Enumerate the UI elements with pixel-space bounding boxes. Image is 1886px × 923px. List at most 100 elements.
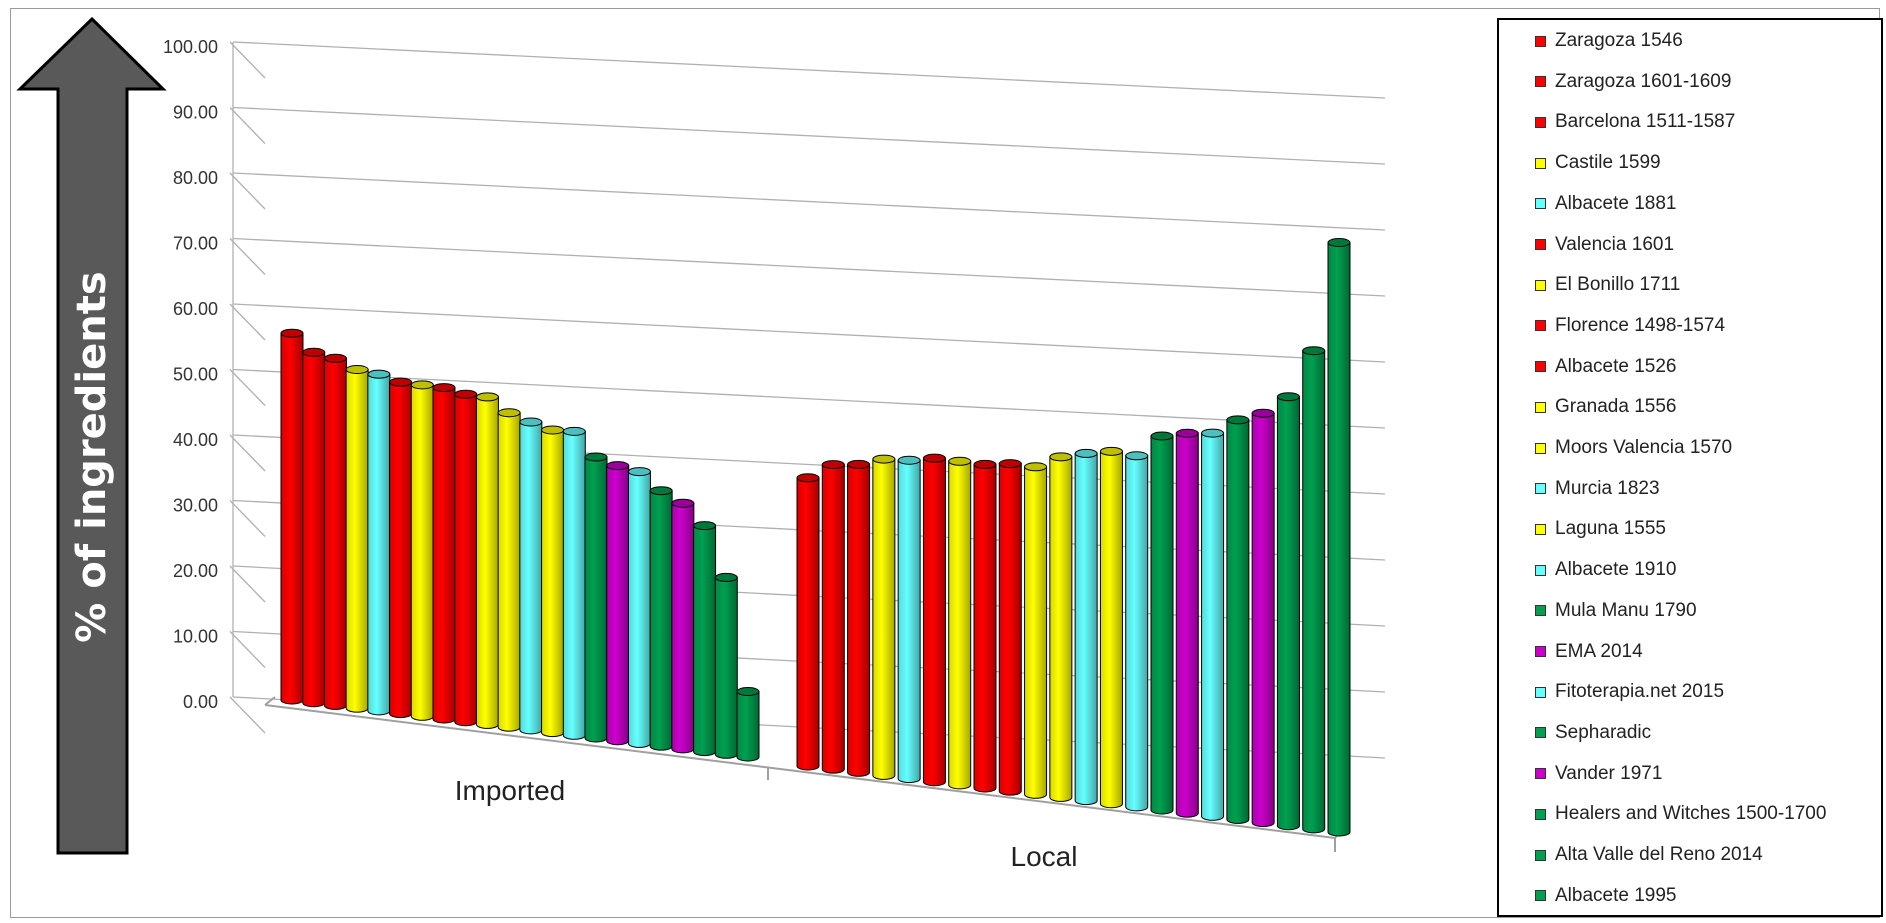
bar-local-14 — [1125, 451, 1149, 812]
bar-body — [649, 490, 673, 751]
bar-imported-14 — [562, 426, 586, 740]
bar-imported-17 — [627, 467, 651, 748]
bar-body — [1150, 435, 1174, 815]
legend-label: Alta Valle del Reno 2014 — [1555, 844, 1763, 865]
bar-imported-10 — [475, 392, 499, 729]
legend-swatch — [1535, 849, 1546, 861]
bar-imported-13 — [541, 425, 565, 738]
bar-body — [562, 430, 586, 740]
y-axis-arrow — [16, 16, 167, 855]
side-gridline — [229, 41, 266, 79]
bar-top — [454, 389, 478, 399]
bar-body — [389, 381, 413, 719]
legend-swatch — [1535, 564, 1546, 576]
y-tick-label: 30.00 — [173, 496, 218, 516]
bar-top — [562, 426, 586, 436]
bar-body — [973, 463, 997, 793]
bar-body — [693, 525, 717, 757]
bar-imported-16 — [606, 461, 630, 746]
legend-item: Valencia 1601 — [1535, 230, 1674, 260]
y-tick-label: 100.00 — [163, 37, 218, 57]
gridline — [232, 41, 1386, 99]
bar-imported-1 — [280, 328, 304, 705]
legend-swatch — [1535, 483, 1546, 495]
bar-body — [280, 332, 304, 705]
bar-top — [948, 456, 972, 466]
bar-body — [872, 458, 896, 780]
bar-body — [345, 369, 369, 713]
legend-label: Valencia 1601 — [1555, 233, 1675, 255]
legend-swatch — [1535, 361, 1546, 373]
y-tick-label: 80.00 — [173, 168, 218, 188]
legend-item: Healers and Witches 1500-1700 — [1535, 799, 1826, 829]
legend-item: Mula Manu 1790 — [1535, 596, 1697, 626]
legend-label: Zaragoza 1601-1609 — [1555, 70, 1732, 92]
bar-top — [973, 459, 997, 469]
bar-top — [1226, 415, 1250, 425]
bar-top — [1276, 392, 1300, 402]
bar-local-18 — [1226, 415, 1250, 824]
legend-label: Fitoterapia.net 2015 — [1555, 681, 1725, 703]
bar-body — [922, 457, 946, 787]
bar-local-19 — [1251, 408, 1275, 828]
category-label-local: Local — [1011, 841, 1078, 872]
bar-imported-5 — [367, 369, 391, 716]
bar-imported-2 — [302, 347, 326, 708]
side-gridline — [229, 303, 266, 341]
bar-body — [1024, 466, 1048, 799]
bar-top — [323, 353, 347, 363]
bar-body — [454, 393, 478, 727]
bar-top — [1049, 452, 1073, 462]
bar-top — [519, 417, 543, 427]
legend-item: Albacete 1995 — [1535, 881, 1677, 911]
bar-imported-22 — [736, 687, 760, 762]
legend-item: Moors Valencia 1570 — [1535, 433, 1732, 463]
bar-body — [1276, 396, 1300, 831]
legend-label: Albacete 1995 — [1555, 884, 1677, 906]
bar-imported-21 — [714, 572, 738, 759]
bar-body — [1175, 432, 1199, 818]
bar-body — [606, 465, 630, 746]
bar-body — [367, 373, 391, 716]
legend-label: Sepharadic — [1555, 721, 1652, 743]
bar-local-7 — [948, 456, 972, 790]
legend-item: Zaragoza 1601-1609 — [1535, 67, 1731, 97]
legend-item: Albacete 1881 — [1535, 189, 1677, 219]
legend-label: Zaragoza 1546 — [1555, 30, 1683, 51]
bar-local-12 — [1074, 448, 1098, 806]
side-gridline — [229, 172, 266, 210]
legend-swatch — [1535, 646, 1546, 657]
legend-swatch — [1535, 279, 1546, 291]
legend-label: Vander 1971 — [1555, 762, 1663, 784]
bar-body — [497, 412, 521, 732]
bar-body — [475, 396, 499, 729]
bar-local-10 — [1024, 462, 1048, 799]
y-tick-label: 10.00 — [173, 627, 218, 647]
bar-local-9 — [998, 459, 1022, 796]
bar-body — [821, 464, 845, 774]
bar-imported-8 — [432, 383, 456, 724]
bars — [280, 238, 1351, 837]
legend-label: Murcia 1823 — [1555, 477, 1660, 499]
y-tick-label: 20.00 — [173, 561, 218, 581]
bar-body — [519, 421, 543, 735]
legend-item: Florence 1498-1574 — [1535, 311, 1725, 341]
side-gridline — [229, 696, 266, 734]
bar-body — [1074, 452, 1098, 806]
bar-top — [410, 380, 434, 390]
y-tick-label: 70.00 — [173, 234, 218, 254]
legend-label: Barcelona 1511-1587 — [1555, 111, 1736, 133]
bar-local-8 — [973, 459, 997, 793]
bar-body — [1125, 455, 1149, 812]
legend-swatch — [1535, 727, 1546, 739]
bar-local-15 — [1150, 431, 1174, 815]
legend-swatch — [1535, 890, 1546, 902]
up-arrow-shape — [16, 16, 167, 855]
bar-body — [432, 387, 456, 724]
y-tick-label: 0.00 — [183, 692, 218, 712]
category-labels: Imported Local — [455, 775, 1078, 872]
bar-body — [410, 384, 434, 721]
bar-imported-20 — [693, 521, 717, 757]
bar-body — [1302, 350, 1326, 834]
legend-label: Albacete 1881 — [1555, 192, 1677, 214]
